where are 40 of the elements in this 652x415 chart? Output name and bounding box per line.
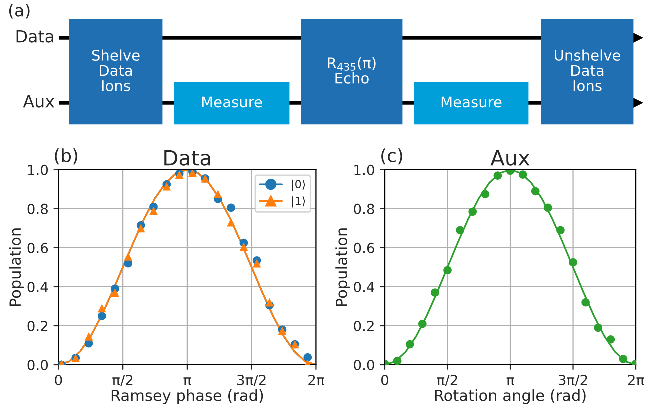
y-tick-label: 0.8 [354,204,374,214]
x-tick-label: 3π/2 [238,374,266,387]
y-tick-label: 0.4 [354,282,375,292]
category-label: Data [16,30,54,43]
chart-title: Data [164,150,210,166]
text: Shelve Data Ions [92,50,140,92]
text: Unshelve Data Ions [555,50,620,92]
x-tick-label: π [184,378,192,386]
y-tick-label: 0.2 [28,320,48,332]
x-tick-label: 0 [382,374,388,386]
x-axis-title: Ramsey phase (rad) [112,390,264,404]
x-tick-label: π/2 [112,374,133,387]
text: (a) [9,4,30,19]
x-tick-label: 2π [628,374,644,386]
text: (c) [382,148,402,165]
x-axis-title: Rotation angle (rad) [435,390,586,404]
text: R$_{435}$(π) Echo [328,57,376,84]
category-label: Aux [23,95,54,108]
x-tick-label: π/2 [437,374,458,387]
x-tick-label: 0 [55,374,62,386]
x-tick-label: 2π [308,374,324,386]
y-tick-label: 0.8 [28,204,48,214]
text: Measure [202,96,262,108]
legend-label: |0⟩ [292,180,306,192]
y-tick-label: 1.0 [28,164,48,176]
y-tick-label: 0.0 [28,360,48,370]
y-axis-title: Population [336,228,350,306]
legend-label: |1⟩ [292,196,306,208]
y-tick-label: 0.4 [28,282,48,292]
x-tick-label: π [506,378,514,386]
y-tick-label: 0.2 [354,320,374,332]
chart-title: Aux [490,150,530,166]
y-tick-label: 0.6 [28,242,48,254]
x-tick-label: 3π/2 [558,374,588,387]
y-axis-title: Population [9,228,24,306]
y-tick-label: 0.6 [354,242,374,254]
text: (b) [55,148,78,165]
text: Measure [442,96,502,108]
y-tick-label: 1.0 [354,164,374,176]
y-tick-label: 0.0 [354,360,374,370]
